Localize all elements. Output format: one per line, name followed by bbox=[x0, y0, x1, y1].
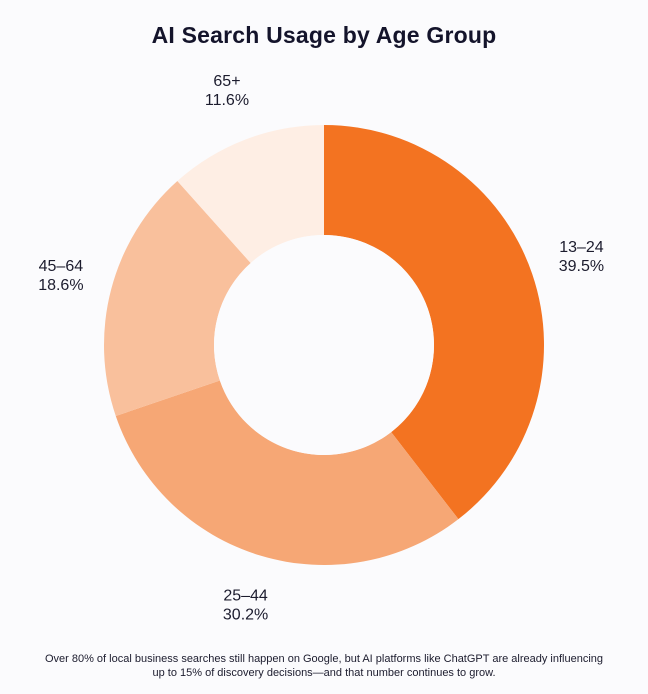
slice-value-label: 11.6% bbox=[205, 92, 249, 109]
slice-label: 25–44 30.2% bbox=[223, 587, 268, 623]
donut-slice bbox=[177, 125, 324, 263]
slice-value-label: 39.5% bbox=[559, 258, 604, 275]
slice-category-label: 25–44 bbox=[223, 587, 268, 604]
slice-label: 13–24 39.5% bbox=[559, 239, 604, 275]
slice-category-label: 13–24 bbox=[559, 239, 604, 256]
footnote: Over 80% of local business searches stil… bbox=[44, 653, 604, 679]
donut-slice bbox=[324, 125, 544, 520]
slice-label: 45–64 18.6% bbox=[38, 258, 83, 294]
donut-slice bbox=[115, 380, 459, 565]
slice-value-label: 18.6% bbox=[38, 277, 83, 294]
donut-slice bbox=[104, 180, 251, 417]
slice-category-label: 45–64 bbox=[39, 258, 84, 275]
slice-value-label: 30.2% bbox=[223, 606, 268, 623]
donut-chart: 13–24 39.5% 25–44 30.2% 45–64 18.6% 65+ 11.6% bbox=[38, 73, 604, 624]
slice-label: 65+ 11.6% bbox=[205, 73, 249, 109]
slice-category-label: 65+ bbox=[213, 73, 240, 90]
chart-title: AI Search Usage by Age Group bbox=[151, 22, 497, 48]
donut-hole bbox=[214, 235, 434, 455]
